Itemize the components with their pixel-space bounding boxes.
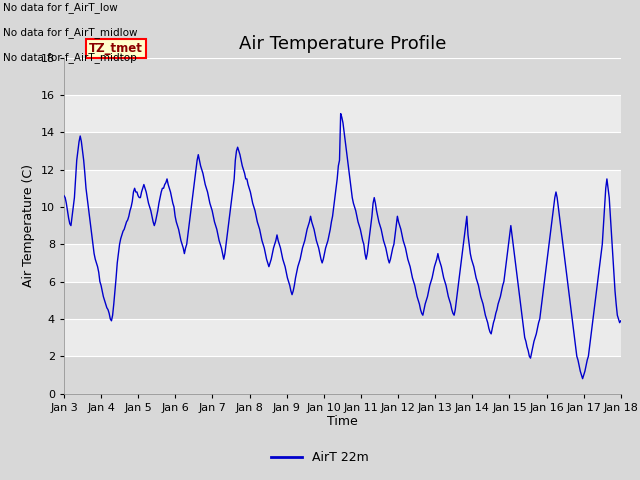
Title: Air Temperature Profile: Air Temperature Profile	[239, 35, 446, 53]
Bar	[64, 319, 621, 356]
Bar	[64, 169, 621, 207]
Bar	[64, 356, 621, 394]
Text: No data for f_AirT_midtop: No data for f_AirT_midtop	[3, 52, 137, 63]
Y-axis label: Air Temperature (C): Air Temperature (C)	[22, 164, 35, 287]
Bar	[64, 207, 621, 244]
Bar	[64, 58, 621, 95]
Text: No data for f_AirT_low: No data for f_AirT_low	[3, 2, 118, 13]
Bar	[64, 95, 621, 132]
Bar	[64, 132, 621, 169]
Bar	[64, 244, 621, 282]
Text: No data for f_AirT_midlow: No data for f_AirT_midlow	[3, 27, 138, 38]
Text: TZ_tmet: TZ_tmet	[89, 42, 143, 55]
Bar	[64, 282, 621, 319]
X-axis label: Time: Time	[327, 415, 358, 429]
Legend: AirT 22m: AirT 22m	[266, 446, 374, 469]
